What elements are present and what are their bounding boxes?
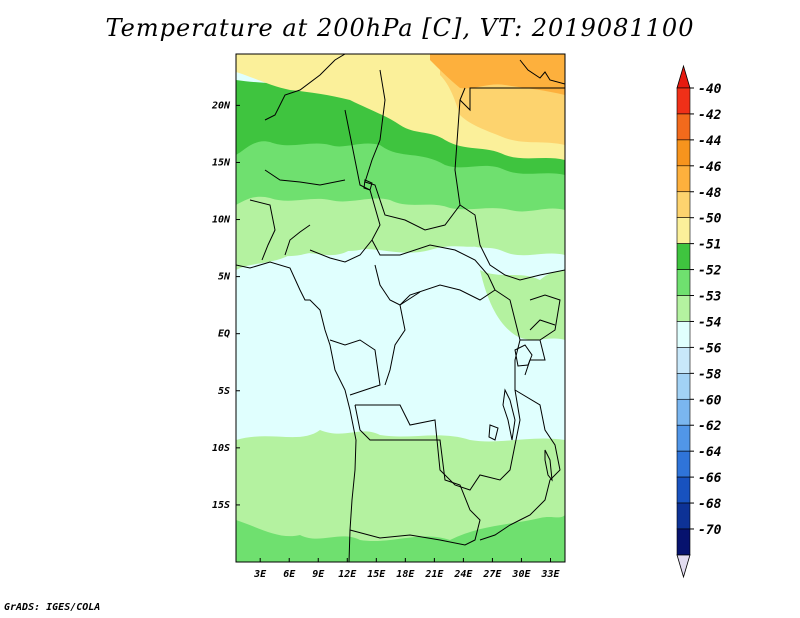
colorbar-swatch (676, 528, 691, 556)
lake-sw-outline (488, 424, 499, 441)
colorbar-label: -44 (698, 134, 722, 149)
y-tick-label: 5N (218, 272, 231, 283)
colorbar-label: -58 (698, 367, 722, 382)
coastline-west (236, 261, 357, 562)
colorbar-swatch (676, 347, 691, 374)
colorbar-label: -51 (698, 238, 721, 253)
y-tick-label: 15N (212, 157, 231, 168)
y-tick-label: 15S (212, 500, 230, 511)
colorbar-label: -53 (698, 290, 722, 305)
y-axis: 20N 15N 10N 5N EQ 5S 10S 15S (211, 100, 240, 511)
x-tick-label: 27E (482, 569, 502, 580)
y-tick-label: 20N (211, 100, 231, 111)
colorbar-label: -48 (698, 186, 722, 201)
x-tick-label: 12E (338, 569, 357, 580)
border-east (479, 294, 561, 541)
colorbar-swatch (676, 398, 691, 426)
colorbar-label: -68 (698, 497, 722, 512)
border-misc (249, 54, 556, 376)
y-tick-label: 5S (218, 386, 230, 397)
x-tick-label: 3E (253, 569, 267, 580)
colorbar-swatch (676, 113, 691, 141)
colorbar-swatch (676, 165, 691, 193)
lake-victoria (514, 344, 533, 367)
border-angola-zambia (349, 404, 481, 546)
colorbar-swatch (676, 450, 691, 478)
colorbar-label: -46 (698, 160, 722, 175)
colorbar-swatch (676, 424, 691, 452)
colorbar-swatch (676, 243, 691, 270)
colorbar-label: -54 (698, 315, 722, 330)
colorbar-swatch (676, 502, 691, 530)
field-band-46 (430, 54, 565, 95)
x-tick-label: 15E (367, 569, 386, 580)
nile (519, 59, 565, 85)
x-axis: 3E 6E 9E 12E 15E 18E 21E 24E 27E 30E 33E (253, 558, 560, 580)
country-borders (236, 54, 565, 562)
colorbar: -40 -42 -44 -46 -48 -50 -51 -52 -53 -54 -56 -58 -60 -… (676, 64, 722, 579)
colorbar-swatch (676, 373, 691, 400)
colorbar-swatch (676, 295, 691, 322)
lake-malawi (544, 449, 553, 482)
x-tick-label: 33E (540, 569, 560, 580)
y-tick-label: EQ (218, 329, 230, 340)
colorbar-swatch (676, 476, 691, 504)
field-south-52 (236, 515, 565, 562)
colorbar-label: -66 (698, 471, 722, 486)
colorbar-label: -70 (698, 523, 722, 538)
colorbar-label: -64 (698, 445, 722, 460)
colorbar-swatch (676, 87, 691, 115)
colorbar-label: -50 (698, 212, 722, 227)
colorbar-label: -56 (698, 341, 722, 356)
y-tick-label: 10S (212, 443, 230, 454)
x-tick-label: 6E (283, 569, 296, 580)
map-frame (235, 53, 566, 563)
border-sudan (459, 87, 565, 281)
border-chad (364, 69, 466, 231)
chart-title: Temperature at 200hPa [C], VT: 201908110… (105, 14, 695, 42)
colorbar-label: -60 (698, 393, 722, 408)
border-car (371, 239, 496, 306)
credit-label: GrADS: IGES/COLA (4, 602, 101, 613)
x-tick-label: 30E (511, 569, 531, 580)
x-tick-label: 24E (453, 569, 473, 580)
field-east-53 (480, 270, 565, 340)
colorbar-bottom-arrow (676, 554, 691, 579)
x-tick-label: 18E (396, 569, 415, 580)
colorbar-swatch (676, 139, 691, 167)
colorbar-swatch (676, 321, 691, 348)
border-drc (329, 289, 521, 491)
colorbar-label: -42 (698, 108, 722, 123)
colorbar-label: -62 (698, 419, 722, 434)
colorbar-swatch (676, 191, 691, 218)
colorbar-swatch (676, 217, 691, 244)
colorbar-label: -40 (698, 82, 722, 97)
x-tick-label: 21E (424, 569, 444, 580)
colorbar-label: -52 (698, 264, 722, 279)
colorbar-top-arrow (676, 64, 691, 89)
x-tick-label: 9E (312, 569, 325, 580)
lake-chad (363, 179, 373, 191)
colorbar-swatch (676, 269, 691, 296)
lake-tanganyika (502, 388, 516, 441)
y-tick-label: 10N (212, 215, 231, 226)
